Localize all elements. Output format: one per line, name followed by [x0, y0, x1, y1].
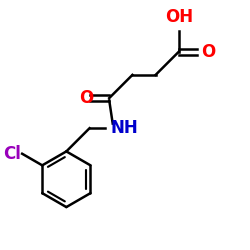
- Text: O: O: [79, 89, 93, 107]
- Text: NH: NH: [110, 119, 138, 137]
- Text: Cl: Cl: [3, 145, 21, 163]
- Text: O: O: [201, 43, 215, 61]
- Text: OH: OH: [165, 8, 193, 26]
